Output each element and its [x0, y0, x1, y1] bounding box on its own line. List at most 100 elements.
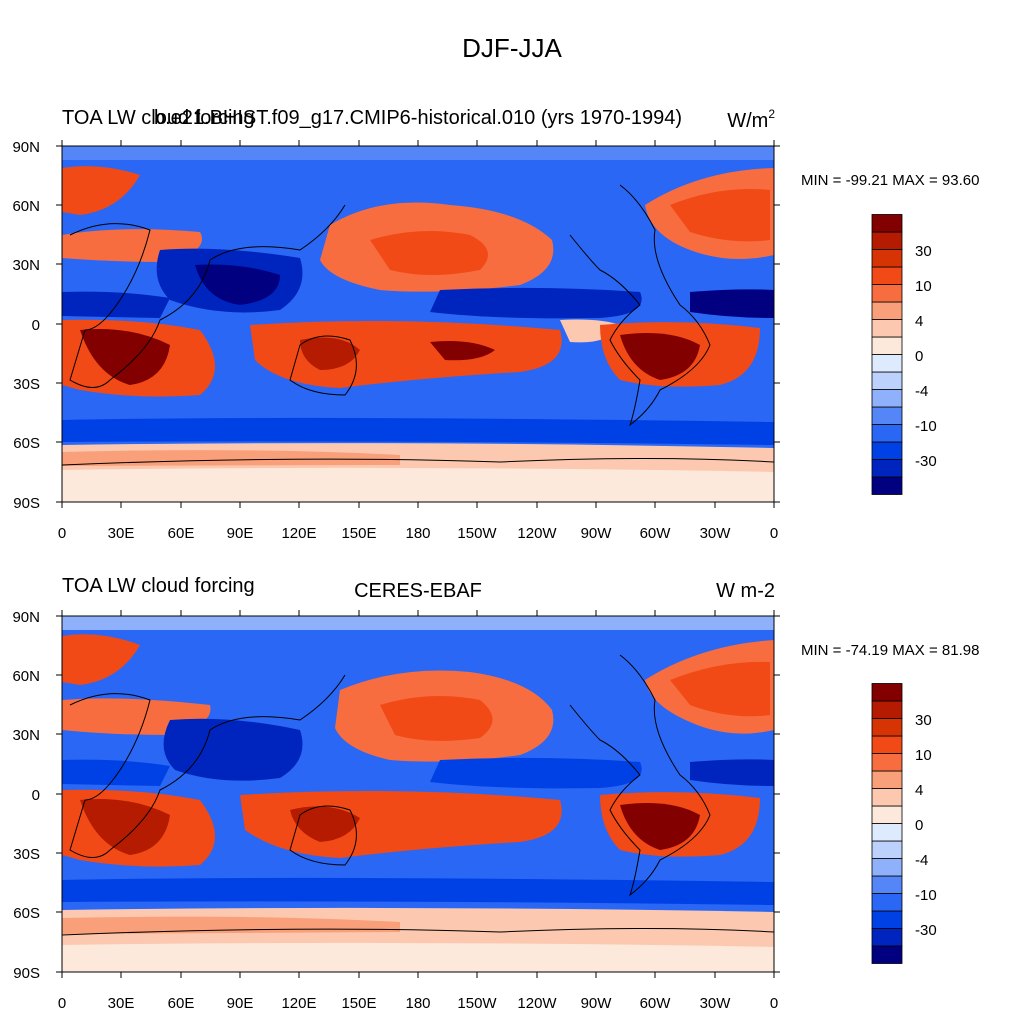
units-base: W/m [727, 110, 768, 132]
colorbar-box [871, 354, 903, 373]
colorbar-box [871, 476, 903, 495]
lon-tick-label: 90W [581, 995, 613, 1012]
map-field [62, 616, 774, 972]
colorbar-box [871, 389, 903, 408]
colorbar-box [871, 893, 903, 912]
lon-tick-label: 90W [581, 525, 613, 542]
lon-tick-label: 0 [770, 525, 778, 542]
lon-tick-label: 30W [700, 995, 732, 1012]
lon-tick-label: 30E [108, 995, 135, 1012]
coastlines [61, 184, 775, 466]
colorbar-label: -30 [915, 922, 937, 939]
colorbar-box [871, 858, 903, 877]
colorbar-label: 4 [915, 313, 923, 330]
colorbar-box [871, 301, 903, 320]
lat-tick-label: 30S [13, 846, 40, 863]
colorbar-box [871, 788, 903, 807]
map-plot [61, 615, 775, 973]
colorbar-label: 10 [915, 747, 932, 764]
lon-tick-label: 0 [770, 995, 778, 1012]
colorbar-box [871, 840, 903, 859]
lat-tick-label: 0 [32, 317, 40, 334]
colorbar-box [871, 336, 903, 355]
colorbar-box [871, 406, 903, 425]
colorbar-box [871, 231, 903, 250]
colorbar-label: 10 [915, 278, 932, 295]
colorbar-label: -10 [915, 418, 937, 435]
panel-left-title: TOA LW cloud forcing [62, 107, 255, 129]
colorbar-box [871, 735, 903, 754]
colorbar-label: -4 [915, 852, 928, 869]
lon-tick-label: 60E [168, 995, 195, 1012]
colorbar-box [871, 284, 903, 303]
map-field [62, 146, 774, 502]
lon-tick-label: 30E [108, 525, 135, 542]
colorbar-box [871, 910, 903, 929]
lon-tick-label: 120E [281, 525, 316, 542]
lon-tick-label: 60E [168, 525, 195, 542]
panel-stats: MIN = -99.21 MAX = 93.60 [801, 172, 979, 189]
units-sup: 2 [768, 107, 775, 121]
lon-tick-label: 0 [58, 525, 66, 542]
lat-tick-label: 60N [12, 668, 40, 685]
colorbar-box [871, 805, 903, 824]
colorbar-box [871, 928, 903, 947]
lat-tick-label: 60S [13, 435, 40, 452]
colorbar-box [871, 770, 903, 789]
colorbar-label: 4 [915, 782, 923, 799]
lon-tick-label: 120W [517, 995, 557, 1012]
colorbar-box [871, 441, 903, 460]
colorbar-label: -4 [915, 383, 928, 400]
lat-axis: 90N 60N 30N 0 30S 60S 90S [12, 609, 40, 982]
colorbar: 30 10 4 0 -4 -10 -30 [871, 214, 937, 495]
colorbar-box [871, 753, 903, 772]
coastlines [61, 654, 775, 936]
lon-tick-label: 30W [700, 525, 732, 542]
colorbar-label: -10 [915, 887, 937, 904]
lat-tick-label: 60S [13, 905, 40, 922]
colorbar-boxes [871, 683, 903, 964]
colorbar-box [871, 945, 903, 964]
colorbar-box [871, 718, 903, 737]
lon-tick-label: 60W [640, 525, 672, 542]
colorbar-box [871, 249, 903, 268]
lat-tick-label: 30N [12, 727, 40, 744]
ticks [56, 610, 780, 978]
lon-tick-label: 90E [227, 995, 254, 1012]
lon-axis: 0 30E 60E 90E 120E 150E 180 150W 120W 90… [58, 995, 778, 1012]
main-title: DJF-JJA [462, 33, 562, 63]
lon-tick-label: 150W [457, 525, 497, 542]
colorbar-box [871, 875, 903, 894]
colorbar-label: 30 [915, 243, 932, 260]
colorbar-label: 0 [915, 817, 923, 834]
colorbar-box [871, 700, 903, 719]
colorbar-box [871, 823, 903, 842]
colorbar-box [871, 459, 903, 478]
lat-tick-label: 60N [12, 198, 40, 215]
colorbar-label: 0 [915, 348, 923, 365]
lon-tick-label: 90E [227, 525, 254, 542]
colorbar: 30 10 4 0 -4 -10 -30 [871, 683, 937, 964]
panel-left-title: TOA LW cloud forcing [62, 575, 255, 597]
lon-tick-label: 150W [457, 995, 497, 1012]
panel-observations: TOA LW cloud forcing CERES-EBAF W m-2 MI… [12, 575, 979, 1012]
lon-tick-label: 150E [341, 525, 376, 542]
lon-tick-label: 0 [58, 995, 66, 1012]
colorbar-box [871, 214, 903, 233]
lon-tick-label: 180 [405, 525, 430, 542]
colorbar-label: 30 [915, 712, 932, 729]
panel-stats: MIN = -74.19 MAX = 81.98 [801, 642, 979, 659]
panel-center-title: CERES-EBAF [354, 580, 482, 602]
lat-tick-label: 30N [12, 257, 40, 274]
panel-center-title: b.e21.BHIST.f09_g17.CMIP6-historical.010… [154, 107, 682, 129]
panel-units: W m-2 [716, 580, 775, 602]
colorbar-box [871, 683, 903, 702]
lat-tick-label: 30S [13, 376, 40, 393]
lon-tick-label: 120E [281, 995, 316, 1012]
colorbar-boxes [871, 214, 903, 495]
lat-axis: 90N 60N 30N 0 30S 60S 90S [12, 139, 40, 512]
lon-tick-label: 60W [640, 995, 672, 1012]
lat-tick-label: 90N [12, 139, 40, 156]
colorbar-label: -30 [915, 453, 937, 470]
